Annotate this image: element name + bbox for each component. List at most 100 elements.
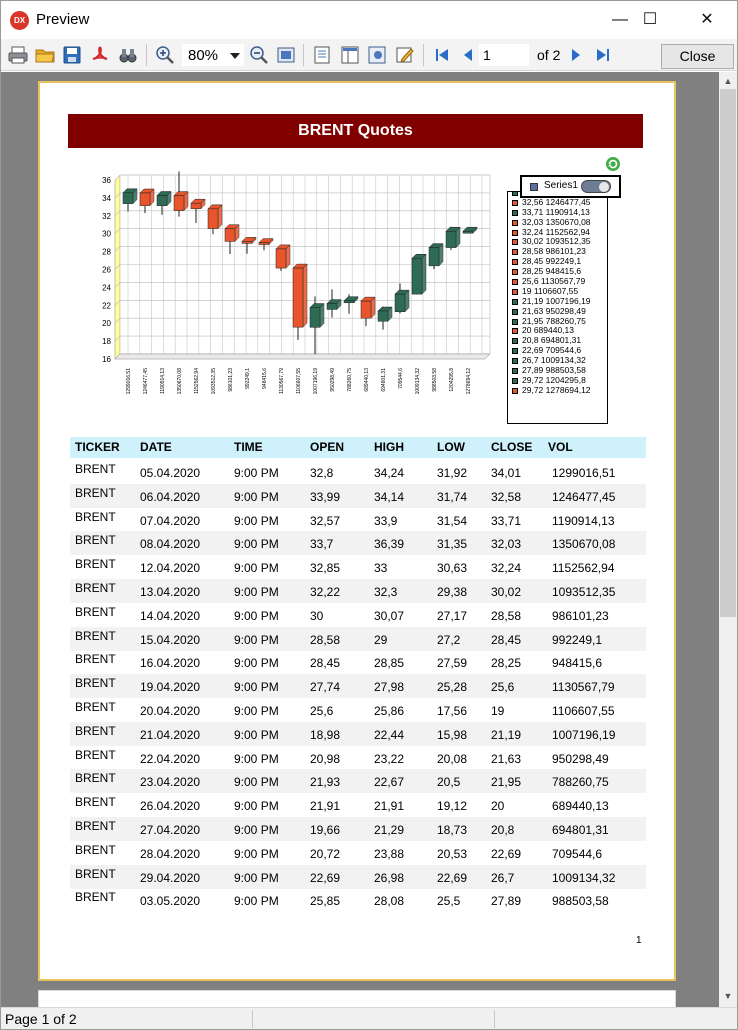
close-window-button[interactable]: ✕ — [700, 11, 714, 28]
table-cell-vol: 1009134,32 — [552, 870, 616, 885]
legend-label: 32,03 1350670,08 — [522, 216, 591, 227]
table-cell-open: 32,57 — [310, 513, 341, 528]
x-tick-label: 1278694,12 — [466, 368, 472, 395]
legend-swatch — [512, 288, 518, 295]
page-setup-icon[interactable] — [311, 44, 333, 66]
status-divider — [252, 1010, 253, 1028]
table-cell-vol: 1106607,55 — [552, 704, 615, 718]
table-row: BRENT 16.04.2020 9:00 PM 28,45 28,85 27,59 28,… — [70, 650, 646, 674]
table-cell-vol: 1152562,94 — [552, 561, 615, 576]
page-number: 1 — [636, 935, 642, 946]
report-page-2 — [38, 990, 676, 1007]
fit-page-icon[interactable] — [275, 44, 297, 66]
first-page-icon[interactable] — [431, 44, 453, 66]
table-cell-low: 22,69 — [437, 870, 468, 885]
x-tick-label: 1007196,19 — [313, 368, 319, 395]
y-tick-label: 20 — [102, 319, 111, 328]
table-cell-open: 27,74 — [310, 680, 341, 695]
candle-body — [190, 202, 202, 209]
chevron-down-icon — [230, 53, 240, 59]
table-cell-ticker: BRENT — [75, 581, 116, 595]
series-toggle[interactable] — [581, 180, 611, 193]
scroll-down-icon[interactable]: ▼ — [723, 991, 733, 1001]
next-page-icon[interactable] — [565, 44, 587, 66]
table-cell-time: 9:00 PM — [234, 466, 279, 480]
table-row: BRENT 19.04.2020 9:00 PM 27,74 27,98 25,28 25,… — [70, 674, 646, 699]
candle-body — [411, 257, 423, 295]
pdf-export-icon[interactable] — [89, 44, 111, 66]
x-tick-label: 986101,23 — [228, 368, 234, 392]
y-tick-label: 26 — [102, 266, 111, 275]
table-cell-date: 08.04.2020 — [140, 537, 200, 552]
find-binoculars-icon[interactable] — [117, 44, 139, 66]
legend-label: 20 689440,13 — [522, 325, 574, 336]
scroll-up-icon[interactable]: ▲ — [723, 76, 733, 86]
table-cell-high: 25,86 — [374, 704, 405, 718]
candle-body — [156, 195, 168, 206]
zoom-out-icon[interactable] — [248, 44, 270, 66]
layout-icon[interactable] — [339, 44, 361, 66]
scrollbar-thumb[interactable] — [720, 89, 736, 617]
table-row: BRENT 07.04.2020 9:00 PM 32,57 33,9 31,54 33,7… — [70, 508, 646, 532]
table-cell-close: 21,19 — [491, 727, 522, 742]
candle-body — [326, 303, 338, 310]
table-cell-time: 9:00 PM — [234, 823, 279, 837]
y-gridline-depth — [114, 210, 121, 217]
candle-side — [455, 226, 461, 249]
y-gridline-depth — [114, 264, 121, 270]
close-button[interactable]: Close — [661, 44, 734, 69]
table-cell-close: 25,6 — [491, 680, 515, 695]
table-cell-vol: 992249,1 — [552, 632, 603, 647]
maximize-button[interactable]: ☐ — [642, 11, 658, 28]
open-folder-icon[interactable] — [34, 44, 56, 66]
table-cell-close: 28,58 — [491, 608, 522, 623]
table-cell-date: 05.04.2020 — [140, 466, 200, 480]
table-cell-ticker: BRENT — [75, 462, 116, 476]
zoom-select[interactable]: 80% — [182, 44, 244, 66]
legend-label: 29,72 1204295,8 — [522, 374, 586, 385]
candle-side — [421, 253, 427, 295]
document-viewport[interactable]: BRENT Quotes 16 18 20 22 24 26 28 30 32 34 36 12990… — [1, 72, 719, 1007]
print-icon[interactable] — [7, 44, 29, 66]
column-header-low: LOW — [437, 440, 465, 454]
candle-body — [428, 247, 440, 267]
legend-item: 27,89 988503,58 — [508, 365, 607, 376]
table-cell-date: 22.04.2020 — [140, 751, 200, 766]
x-tick-label: 1106607,55 — [296, 368, 302, 394]
candle-body — [224, 228, 236, 242]
vertical-scrollbar[interactable]: ▲ ▼ — [719, 72, 737, 1007]
report-page: BRENT Quotes 16 18 20 22 24 26 28 30 32 34 36 12990… — [38, 81, 676, 981]
legend-item: 32,03 1350670,08 — [508, 216, 607, 228]
table-cell-ticker: BRENT — [75, 747, 116, 762]
title-bar[interactable]: DX Preview — ☐ ✕ — [1, 1, 737, 39]
refresh-icon[interactable] — [605, 156, 621, 172]
window-title: Preview — [36, 11, 90, 28]
table-cell-low: 19,12 — [437, 799, 468, 814]
candle-body — [343, 300, 355, 303]
table-cell-low: 17,56 — [437, 704, 468, 718]
parameters-icon[interactable] — [366, 44, 388, 66]
table-cell-open: 25,6 — [310, 704, 334, 718]
table-cell-open: 22,69 — [310, 870, 341, 885]
previous-page-icon[interactable] — [457, 44, 479, 66]
zoom-in-icon[interactable] — [154, 44, 176, 66]
table-cell-time: 9:00 PM — [234, 727, 279, 742]
x-tick-label: 948415,6 — [262, 368, 268, 389]
page-count-label: of 2 — [537, 47, 561, 63]
minimize-button[interactable]: — — [612, 11, 628, 28]
table-cell-open: 21,93 — [310, 775, 341, 790]
table-cell-date: 06.04.2020 — [140, 489, 200, 504]
table-cell-high: 32,3 — [374, 585, 398, 599]
page-number-input[interactable]: 1 — [479, 44, 529, 66]
edit-pencil-icon[interactable] — [394, 44, 416, 66]
save-icon[interactable] — [61, 44, 83, 66]
legend-item: 30,02 1093512,35 — [508, 237, 607, 247]
table-row: BRENT 29.04.2020 9:00 PM 22,69 26,98 22,69 26,… — [70, 864, 646, 889]
series-selector[interactable]: Series1 — [520, 175, 621, 198]
last-page-icon[interactable] — [592, 44, 614, 66]
legend-swatch — [512, 259, 518, 266]
table-cell-vol: 1093512,35 — [552, 585, 616, 599]
table-cell-close: 28,25 — [491, 656, 522, 671]
candle-body — [292, 267, 304, 328]
